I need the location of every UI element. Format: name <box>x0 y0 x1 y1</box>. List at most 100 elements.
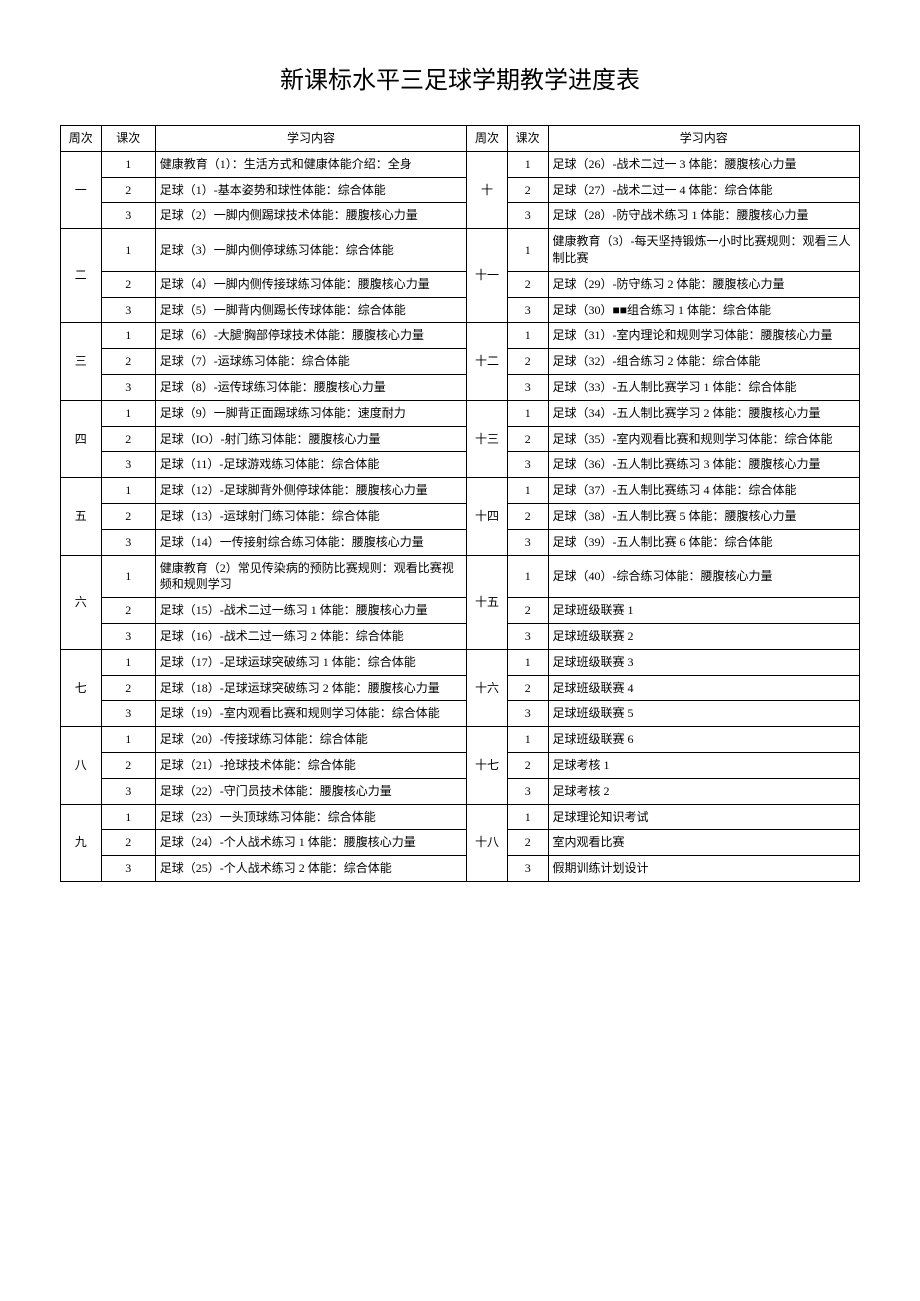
lesson2-cell: 1 <box>507 229 548 272</box>
table-row: 3足球（16）-战术二过一练习 2 体能：综合体能3足球班级联赛 2 <box>61 623 860 649</box>
week2-cell: 十四 <box>467 478 508 555</box>
week-cell: 六 <box>61 555 102 649</box>
header-content: 学习内容 <box>155 126 466 152</box>
table-row: 2足球（24）-个人战术练习 1 体能：腰腹核心力量2室内观看比赛 <box>61 830 860 856</box>
content-cell: 足球（1）-基本姿势和球性体能：综合体能 <box>155 177 466 203</box>
week2-cell: 十 <box>467 151 508 228</box>
lesson-cell: 1 <box>101 478 155 504</box>
lesson-cell: 1 <box>101 804 155 830</box>
lesson-cell: 2 <box>101 830 155 856</box>
week-cell: 四 <box>61 400 102 477</box>
content2-cell: 足球班级联赛 6 <box>548 727 860 753</box>
lesson-cell: 3 <box>101 203 155 229</box>
content2-cell: 足球（27）-战术二过一 4 体能：综合体能 <box>548 177 860 203</box>
table-row: 2足球（13）-运球射门练习体能：综合体能2足球（38）-五人制比赛 5 体能：… <box>61 503 860 529</box>
week-cell: 一 <box>61 151 102 228</box>
header-week2: 周次 <box>467 126 508 152</box>
lesson2-cell: 1 <box>507 804 548 830</box>
content-cell: 足球（24）-个人战术练习 1 体能：腰腹核心力量 <box>155 830 466 856</box>
table-row: 3足球（14）一传接射综合练习体能：腰腹核心力量3足球（39）-五人制比赛 6 … <box>61 529 860 555</box>
content-cell: 足球（16）-战术二过一练习 2 体能：综合体能 <box>155 623 466 649</box>
lesson2-cell: 2 <box>507 271 548 297</box>
content-cell: 足球（2）一脚内侧踢球技术体能：腰腹核心力量 <box>155 203 466 229</box>
week-cell: 三 <box>61 323 102 400</box>
table-row: 一1健康教育（1）：生活方式和健康体能介绍：全身十1足球（26）-战术二过一 3… <box>61 151 860 177</box>
content-cell: 足球（23）一头顶球练习体能：综合体能 <box>155 804 466 830</box>
lesson2-cell: 2 <box>507 503 548 529</box>
lesson-cell: 2 <box>101 503 155 529</box>
table-row: 二1足球（3）一脚内侧停球练习体能：综合体能十一1健康教育（3）-每天坚持锻炼一… <box>61 229 860 272</box>
table-row: 3足球（2）一脚内侧踢球技术体能：腰腹核心力量3足球（28）-防守战术练习 1 … <box>61 203 860 229</box>
header-week: 周次 <box>61 126 102 152</box>
lesson2-cell: 1 <box>507 727 548 753</box>
content2-cell: 足球（38）-五人制比赛 5 体能：腰腹核心力量 <box>548 503 860 529</box>
content-cell: 足球（13）-运球射门练习体能：综合体能 <box>155 503 466 529</box>
table-row: 3足球（22）-守门员技术体能：腰腹核心力量3足球考核 2 <box>61 778 860 804</box>
content-cell: 足球（11）-足球游戏练习体能：综合体能 <box>155 452 466 478</box>
week2-cell: 十二 <box>467 323 508 400</box>
table-body: 一1健康教育（1）：生活方式和健康体能介绍：全身十1足球（26）-战术二过一 3… <box>61 151 860 881</box>
table-row: 六1健康教育（2）常见传染病的预防比赛规则：观看比赛视频和规则学习十五1足球（4… <box>61 555 860 598</box>
lesson2-cell: 3 <box>507 203 548 229</box>
lesson2-cell: 2 <box>507 598 548 624</box>
content2-cell: 室内观看比赛 <box>548 830 860 856</box>
content2-cell: 足球（36）-五人制比赛练习 3 体能：腰腹核心力量 <box>548 452 860 478</box>
lesson-cell: 3 <box>101 529 155 555</box>
content2-cell: 足球班级联赛 4 <box>548 675 860 701</box>
table-row: 2足球（7）-运球练习体能：综合体能2足球（32）-组合练习 2 体能：综合体能 <box>61 349 860 375</box>
content2-cell: 足球班级联赛 2 <box>548 623 860 649</box>
content2-cell: 足球（28）-防守战术练习 1 体能：腰腹核心力量 <box>548 203 860 229</box>
content2-cell: 足球（33）-五人制比赛学习 1 体能：综合体能 <box>548 374 860 400</box>
content-cell: 足球（12）-足球脚背外侧停球体能：腰腹核心力量 <box>155 478 466 504</box>
lesson-cell: 1 <box>101 323 155 349</box>
content2-cell: 健康教育（3）-每天坚持锻炼一小时比赛规则：观看三人制比赛 <box>548 229 860 272</box>
table-row: 3足球（8）-运传球练习体能：腰腹核心力量3足球（33）-五人制比赛学习 1 体… <box>61 374 860 400</box>
lesson2-cell: 3 <box>507 452 548 478</box>
lesson2-cell: 3 <box>507 623 548 649</box>
lesson-cell: 1 <box>101 151 155 177</box>
lesson2-cell: 1 <box>507 400 548 426</box>
header-lesson2: 课次 <box>507 126 548 152</box>
content-cell: 足球（21）-抢球技术体能：综合体能 <box>155 752 466 778</box>
week-cell: 五 <box>61 478 102 555</box>
lesson2-cell: 3 <box>507 778 548 804</box>
table-row: 四1足球（9）一脚背正面踢球练习体能：速度耐力十三1足球（34）-五人制比赛学习… <box>61 400 860 426</box>
lesson2-cell: 3 <box>507 701 548 727</box>
lesson-cell: 1 <box>101 400 155 426</box>
content2-cell: 足球（29）-防守练习 2 体能：腰腹核心力量 <box>548 271 860 297</box>
lesson-cell: 3 <box>101 778 155 804</box>
table-row: 三1足球（6）-大腿'胸部停球技术体能：腰腹核心力量十二1足球（31）-室内理论… <box>61 323 860 349</box>
lesson-cell: 2 <box>101 598 155 624</box>
table-row: 2足球（18）-足球运球突破练习 2 体能：腰腹核心力量2足球班级联赛 4 <box>61 675 860 701</box>
lesson2-cell: 3 <box>507 374 548 400</box>
table-row: 3足球（5）一脚背内侧踢长传球体能：综合体能3足球（30）■■组合练习 1 体能… <box>61 297 860 323</box>
lesson-cell: 2 <box>101 752 155 778</box>
table-row: 五1足球（12）-足球脚背外侧停球体能：腰腹核心力量十四1足球（37）-五人制比… <box>61 478 860 504</box>
lesson-cell: 1 <box>101 555 155 598</box>
content-cell: 足球（22）-守门员技术体能：腰腹核心力量 <box>155 778 466 804</box>
content-cell: 足球（25）-个人战术练习 2 体能：综合体能 <box>155 856 466 882</box>
table-row: 九1足球（23）一头顶球练习体能：综合体能十八1足球理论知识考试 <box>61 804 860 830</box>
page-title: 新课标水平三足球学期教学进度表 <box>60 60 860 95</box>
content-cell: 足球（14）一传接射综合练习体能：腰腹核心力量 <box>155 529 466 555</box>
week-cell: 九 <box>61 804 102 881</box>
content2-cell: 足球（39）-五人制比赛 6 体能：综合体能 <box>548 529 860 555</box>
table-row: 八1足球（20）-传接球练习体能：综合体能十七1足球班级联赛 6 <box>61 727 860 753</box>
content-cell: 足球（15）-战术二过一练习 1 体能：腰腹核心力量 <box>155 598 466 624</box>
week2-cell: 十三 <box>467 400 508 477</box>
lesson2-cell: 2 <box>507 177 548 203</box>
lesson2-cell: 2 <box>507 830 548 856</box>
content2-cell: 足球考核 1 <box>548 752 860 778</box>
lesson2-cell: 1 <box>507 649 548 675</box>
week2-cell: 十七 <box>467 727 508 804</box>
week2-cell: 十六 <box>467 649 508 726</box>
table-row: 3足球（19）-室内观看比赛和规则学习体能：综合体能3足球班级联赛 5 <box>61 701 860 727</box>
lesson-cell: 1 <box>101 649 155 675</box>
table-row: 2足球（IO）-射门练习体能：腰腹核心力量2足球（35）-室内观看比赛和规则学习… <box>61 426 860 452</box>
content-cell: 足球（7）-运球练习体能：综合体能 <box>155 349 466 375</box>
content2-cell: 足球班级联赛 1 <box>548 598 860 624</box>
table-row: 2足球（21）-抢球技术体能：综合体能2足球考核 1 <box>61 752 860 778</box>
lesson2-cell: 1 <box>507 151 548 177</box>
table-row: 2足球（1）-基本姿势和球性体能：综合体能2足球（27）-战术二过一 4 体能：… <box>61 177 860 203</box>
content-cell: 足球（4）一脚内侧传接球练习体能：腰腹核心力量 <box>155 271 466 297</box>
